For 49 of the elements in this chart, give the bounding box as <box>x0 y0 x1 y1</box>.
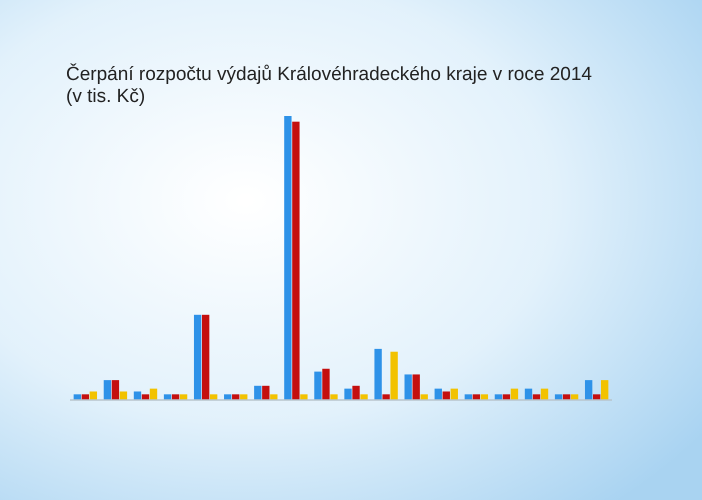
bar <box>172 394 180 400</box>
bar <box>404 374 412 400</box>
bar <box>344 388 352 400</box>
bar <box>322 368 330 400</box>
bar <box>150 388 158 400</box>
bar <box>464 394 472 400</box>
bar <box>382 394 390 400</box>
bar <box>284 116 292 400</box>
bar <box>112 380 120 400</box>
bar <box>600 380 608 400</box>
bar <box>194 314 202 400</box>
bar <box>180 394 188 400</box>
bar <box>524 388 532 400</box>
bar <box>240 394 248 400</box>
bar <box>104 380 112 400</box>
bar <box>352 386 360 400</box>
bar <box>90 391 98 400</box>
bar <box>232 394 240 400</box>
bar <box>254 386 262 400</box>
bar <box>434 388 442 400</box>
bar <box>502 394 510 400</box>
bar <box>480 394 488 400</box>
bar <box>494 394 502 400</box>
bar <box>120 391 128 400</box>
bar <box>584 380 592 400</box>
bar <box>374 348 382 400</box>
bar <box>292 122 300 400</box>
bar <box>592 394 600 400</box>
bar <box>74 394 82 400</box>
bar <box>270 394 278 400</box>
bar <box>202 314 210 400</box>
bar <box>472 394 480 400</box>
bar <box>562 394 570 400</box>
bar <box>224 394 232 400</box>
bar <box>262 386 270 400</box>
bar <box>314 372 322 400</box>
bar <box>450 388 458 400</box>
bar <box>390 352 398 400</box>
bar <box>82 394 90 400</box>
bar <box>420 394 428 400</box>
bar <box>300 394 308 400</box>
chart-title: Čerpání rozpočtu výdajů Královéhradeckého kraje v roce 2014 (v tis. Kč) <box>66 63 592 107</box>
bar <box>210 394 218 400</box>
bar <box>412 374 420 400</box>
bar <box>442 391 450 400</box>
bar <box>554 394 562 400</box>
bar <box>510 388 518 400</box>
bar <box>570 394 578 400</box>
bar <box>540 388 548 400</box>
